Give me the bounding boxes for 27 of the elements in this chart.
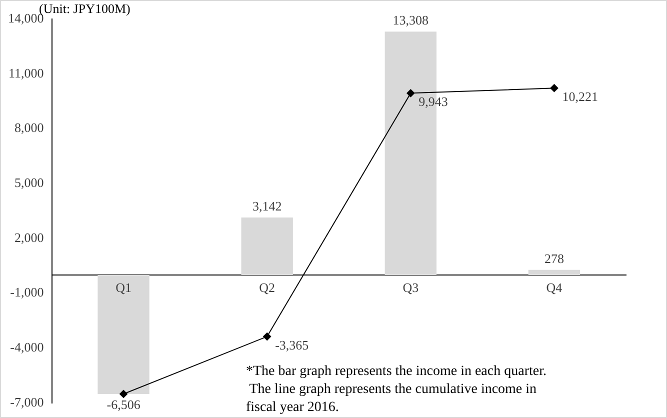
data-label: 13,308 xyxy=(392,12,429,28)
y-tick-label: 2,000 xyxy=(14,230,44,245)
bar xyxy=(528,270,580,275)
point xyxy=(406,89,415,98)
x-tick-label: Q2 xyxy=(259,280,276,295)
data-label: 9,943 xyxy=(418,94,448,110)
bar xyxy=(241,218,293,275)
data-label: -6,506 xyxy=(106,396,141,412)
point xyxy=(550,84,558,92)
y-tick-label: -7,000 xyxy=(10,394,44,410)
y-tick-label: 11,000 xyxy=(8,65,44,80)
y-axis-title: (Unit: JPY100M) xyxy=(39,0,130,16)
y-tick-label: 8,000 xyxy=(14,120,44,136)
x-tick-label: Q3 xyxy=(402,280,419,295)
y-tick-label: 5,000 xyxy=(14,174,44,190)
point xyxy=(120,390,128,398)
data-label: 3,142 xyxy=(252,198,282,214)
y-tick-label: -4,000 xyxy=(10,340,44,355)
data-label: 10,221 xyxy=(562,89,598,104)
point xyxy=(263,332,272,341)
x-tick-label: Q4 xyxy=(546,280,563,295)
y-tick-label: -1,000 xyxy=(10,284,44,300)
data-label: -3,365 xyxy=(275,337,309,352)
annotation: *The bar graph represents the income in each quarter. The line graph represents the cumulative income in fiscal year 2016. xyxy=(246,364,546,415)
data-label: 278 xyxy=(544,250,564,266)
x-tick-label: Q1 xyxy=(116,280,132,295)
bar xyxy=(98,275,150,394)
